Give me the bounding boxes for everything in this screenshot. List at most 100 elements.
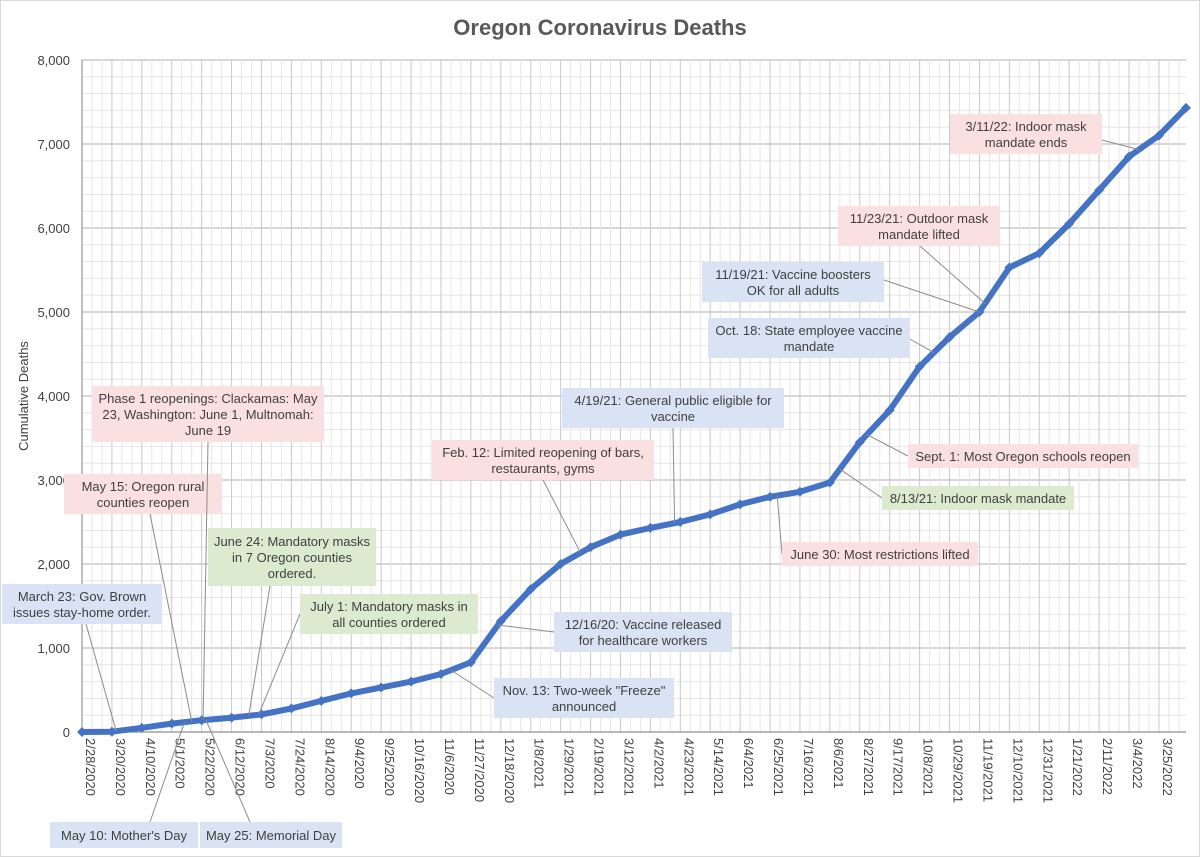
x-tick-label: 6/12/2020 <box>233 738 248 796</box>
y-tick-label: 6,000 <box>37 221 70 236</box>
annotation-leader-line <box>919 245 986 304</box>
annotation-leader-line <box>866 434 909 457</box>
x-tick-label: 9/25/2020 <box>382 738 397 796</box>
data-point <box>675 517 686 527</box>
x-tick-label: 1/8/2021 <box>532 738 547 789</box>
annotation-box <box>50 822 198 848</box>
annotation-apr-19: 4/19/21: General public eligible forvacc… <box>562 388 784 524</box>
annotation-may-25: May 25: Memorial Day <box>200 719 342 848</box>
data-point <box>914 361 925 372</box>
data-point <box>436 669 446 679</box>
annotation-leader-line <box>85 623 117 732</box>
x-tick-label: 2/19/2021 <box>592 738 607 796</box>
annotation-text: 4/19/21: General public eligible for <box>574 393 772 408</box>
data-point <box>884 405 895 416</box>
chart-title: Oregon Coronavirus Deaths <box>453 15 746 40</box>
x-tick-label: 1/29/2021 <box>562 738 577 796</box>
y-tick-label: 2,000 <box>37 557 70 572</box>
annotation-may-10: May 10: Mother's Day <box>50 721 198 848</box>
annotation-text: 11/19/21: Vaccine boosters <box>715 267 871 282</box>
annotation-text: 12/16/20: Vaccine released <box>565 617 722 632</box>
y-tick-label: 0 <box>63 725 70 740</box>
y-tick-label: 1,000 <box>37 641 70 656</box>
data-point <box>944 332 955 343</box>
data-point <box>525 584 536 595</box>
data-point <box>256 709 267 720</box>
y-tick-label: 8,000 <box>37 53 70 68</box>
data-point <box>106 726 117 737</box>
annotation-box <box>782 542 978 566</box>
annotation-box <box>702 262 884 302</box>
gridlines <box>81 59 1186 733</box>
annotation-text: July 1: Mandatory masks in <box>310 599 468 614</box>
annotation-leader-line <box>248 585 271 716</box>
annotation-text: for healthcare workers <box>579 633 708 648</box>
x-tick-label: 6/25/2021 <box>771 738 786 796</box>
data-point <box>854 437 865 448</box>
annotation-text: March 23: Gov. Brown <box>18 589 146 604</box>
annotation-text: in 7 Oregon counties <box>232 550 352 565</box>
annotation-leader-line <box>839 468 883 499</box>
x-tick-label: 9/17/2021 <box>891 738 906 796</box>
x-tick-label: 11/27/2020 <box>472 738 487 802</box>
annotation-leader-line <box>205 719 251 823</box>
data-point <box>1064 218 1075 229</box>
data-point <box>824 477 835 488</box>
annotation-text: May 25: Memorial Day <box>206 828 337 843</box>
x-tick-label: 7/24/2020 <box>292 738 307 796</box>
annotation-leader-line <box>450 669 495 699</box>
annotation-text: May 15: Oregon rural <box>82 479 205 494</box>
x-tick-label: 10/16/2020 <box>412 738 427 803</box>
annotation-text: June 24: Mandatory masks <box>214 534 371 549</box>
x-tick-label: 4/23/2021 <box>681 738 696 796</box>
data-point <box>765 491 775 502</box>
x-tick-label: 8/6/2021 <box>831 738 846 789</box>
annotation-box <box>432 440 654 480</box>
y-axis-label: Cumulative Deaths <box>16 341 31 451</box>
y-tick-label: 4,000 <box>37 389 70 404</box>
annotation-leader-line <box>672 427 676 524</box>
annotation-text: 23, Washington: June 1, Multnomah: <box>102 407 313 422</box>
x-tick-label: 6/4/2021 <box>741 738 756 789</box>
x-tick-label: 11/6/2020 <box>442 738 457 795</box>
annotation-box <box>300 594 478 634</box>
annotation-leader-line <box>883 279 980 313</box>
annotation-june-30: June 30: Most restrictions lifted <box>776 495 978 566</box>
annotation-leader-line <box>542 479 582 554</box>
annotation-text: Feb. 12: Limited reopening of bars, <box>442 445 644 460</box>
x-tick-label: 8/27/2021 <box>861 738 876 796</box>
annotation-text: mandate <box>784 339 835 354</box>
data-point <box>495 616 506 627</box>
x-tick-label: 8/14/2020 <box>322 738 337 796</box>
data-point <box>465 657 476 668</box>
data-point <box>735 499 746 510</box>
data-point <box>316 695 327 706</box>
data-point <box>406 676 417 687</box>
annotation-text: all counties ordered <box>332 615 445 630</box>
data-point <box>1094 185 1105 196</box>
x-tick-label: 3/12/2021 <box>621 738 636 796</box>
x-tick-label: 7/16/2021 <box>801 738 816 796</box>
x-tick-label: 2/28/2020 <box>83 738 98 796</box>
annotation-box <box>64 474 222 514</box>
x-tick-label: 5/22/2020 <box>203 738 218 796</box>
x-tick-label: 4/10/2020 <box>143 738 158 796</box>
annotation-text: vaccine <box>651 409 695 424</box>
data-point <box>645 522 656 533</box>
axes: 0 1,000 2,000 3,000 4,000 5,000 6,000 7,000 8,00… <box>37 53 1186 803</box>
annotation-text: ordered. <box>268 566 316 581</box>
annotation-box <box>882 486 1074 510</box>
data-point <box>1004 262 1015 273</box>
x-tick-label: 3/4/2022 <box>1130 738 1145 789</box>
annotation-text: mandate ends <box>985 135 1068 150</box>
data-point <box>196 715 207 726</box>
x-tick-label: 3/20/2020 <box>113 738 128 796</box>
series-line <box>79 104 1189 735</box>
data-point <box>1124 151 1134 162</box>
